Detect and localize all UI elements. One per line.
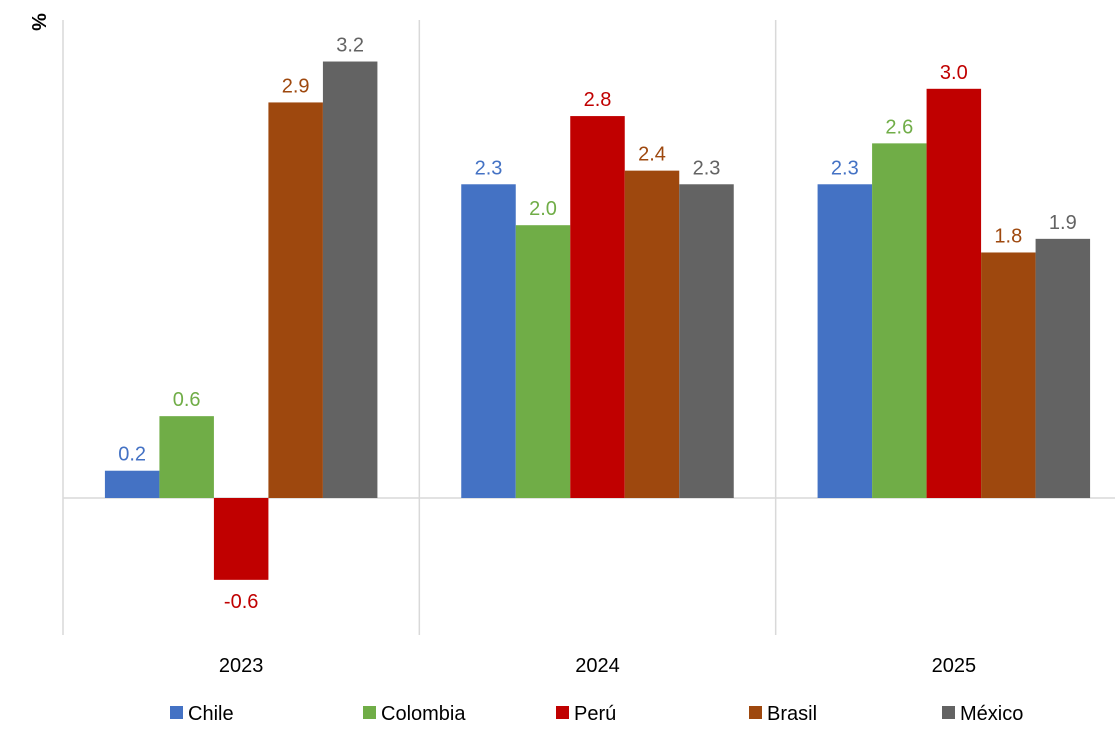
legend-item-colombia: Colombia	[363, 703, 466, 725]
data-label-brasil-2024: 2.4	[638, 144, 666, 166]
x-axis-ticks: 2023 2024 2025	[219, 655, 976, 677]
bar-peru-2023	[213, 498, 269, 580]
legend-swatch	[942, 706, 955, 719]
data-label-peru-2024: 2.8	[584, 89, 612, 111]
x-tick-label-2024: 2024	[575, 655, 620, 677]
legend-label: Colombia	[381, 703, 466, 725]
legend-item-mexico: México	[942, 703, 1023, 725]
bar-colombia-2025	[872, 143, 927, 499]
data-label-chile-2023: 0.2	[118, 444, 146, 466]
data-label-brasil-2025: 1.8	[994, 225, 1022, 247]
bar-colombia-2024	[515, 225, 571, 498]
data-label-chile-2024: 2.3	[475, 157, 503, 179]
data-labels: 0.2 0.6 -0.6 2.9 3.2 2.3 2.0 2.8 2.4 2.3 2.3 2.6 3.0…	[118, 35, 1076, 613]
bar-chile-2024	[461, 184, 516, 498]
data-label-mexico-2023: 3.2	[336, 35, 364, 57]
data-label-colombia-2025: 2.6	[885, 116, 913, 138]
bar-mexico-2025	[1035, 238, 1091, 498]
legend-item-chile: Chile	[170, 703, 234, 725]
bars	[104, 61, 1091, 580]
data-label-colombia-2024: 2.0	[529, 198, 557, 220]
bar-mexico-2023	[322, 61, 378, 499]
bar-chile-2023	[104, 470, 160, 498]
data-label-mexico-2025: 1.9	[1049, 212, 1077, 234]
bar-brasil-2024	[624, 170, 680, 498]
legend-swatch	[556, 706, 569, 719]
data-label-peru-2023: -0.6	[224, 591, 258, 613]
data-label-brasil-2023: 2.9	[282, 75, 310, 97]
data-label-colombia-2023: 0.6	[173, 389, 201, 411]
bar-peru-2025	[926, 88, 982, 499]
legend-swatch	[363, 706, 376, 719]
x-tick-label-2025: 2025	[932, 655, 977, 677]
bar-chile-2025	[817, 184, 873, 498]
bar-brasil-2025	[981, 252, 1036, 498]
legend-label: Perú	[574, 703, 616, 725]
data-label-peru-2025: 3.0	[940, 62, 968, 84]
bar-peru-2024	[570, 116, 625, 498]
data-label-mexico-2024: 2.3	[693, 157, 721, 179]
legend-label: Brasil	[767, 703, 817, 725]
legend-label: México	[960, 703, 1023, 725]
legend-swatch	[749, 706, 762, 719]
category-separators	[62, 20, 777, 635]
bar-colombia-2023	[159, 416, 214, 498]
legend-label: Chile	[188, 703, 234, 725]
legend-item-peru: Perú	[556, 703, 616, 725]
legend-swatch	[170, 706, 183, 719]
legend: Chile Colombia Perú Brasil México	[170, 703, 1023, 725]
legend-item-brasil: Brasil	[749, 703, 817, 725]
data-label-chile-2025: 2.3	[831, 157, 859, 179]
y-axis-label: %	[27, 13, 49, 31]
bar-mexico-2024	[679, 184, 734, 498]
bar-brasil-2023	[268, 102, 323, 498]
x-tick-label-2023: 2023	[219, 655, 264, 677]
